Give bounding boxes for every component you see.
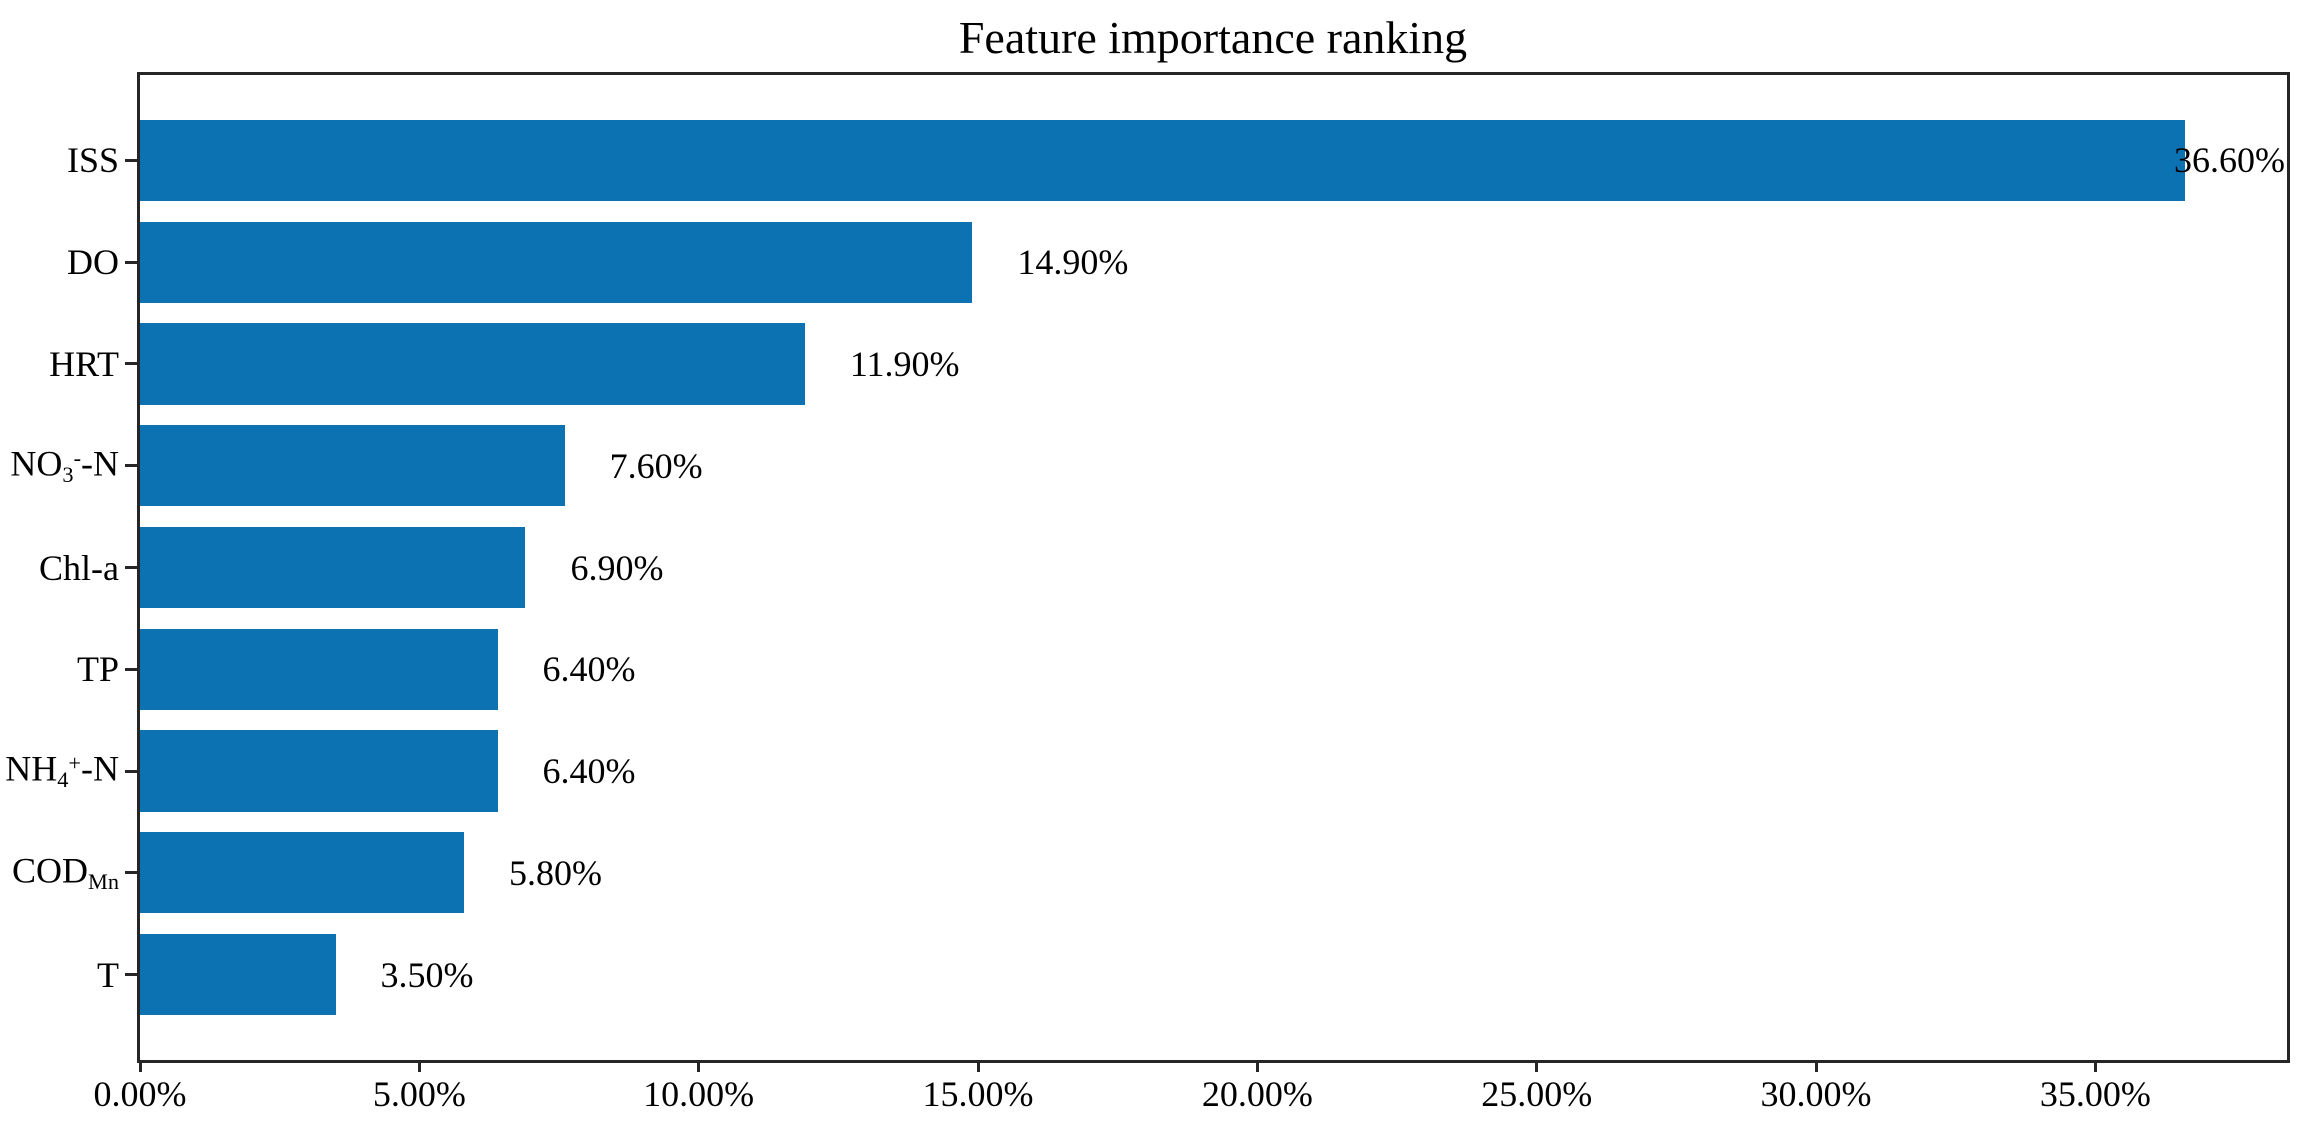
x-tick-label: 30.00% (1760, 1074, 1872, 1114)
y-tick-label-part: -N (81, 443, 119, 484)
y-tick-label-part: NH (5, 748, 58, 789)
y-tick-label: TP (77, 651, 119, 687)
x-tick-label: 10.00% (643, 1074, 755, 1114)
bar-value-label: 36.60% (2174, 140, 2285, 181)
y-axis-tick (125, 769, 137, 773)
y-tick-label: NO3--N (10, 445, 119, 486)
bar-value-label: 6.40% (542, 649, 636, 690)
bar (140, 425, 565, 507)
bar-value-label: 6.90% (570, 547, 664, 588)
x-tick-label: 20.00% (1201, 1074, 1313, 1114)
bar-value-label: 3.50% (380, 954, 474, 995)
bar (140, 323, 805, 405)
y-axis-tick (125, 362, 137, 366)
y-tick-label: NH4+-N (5, 751, 119, 792)
bar (140, 933, 336, 1016)
y-tick-label: Chl-a (39, 550, 119, 586)
x-tick-label: 35.00% (2039, 1074, 2151, 1114)
y-tick-label-part: HRT (49, 343, 119, 384)
bar-value-label: 6.40% (542, 751, 636, 791)
bar-value-label: 7.60% (609, 445, 703, 486)
x-axis-tick (976, 1060, 980, 1072)
y-axis-tick (125, 158, 137, 162)
plot-area: 36.60% ISS 14.90% DO 11.90% HRT 7.60% NO3--N 6.9… (5, 72, 2290, 1112)
x-tick-label: 5.00% (372, 1074, 466, 1114)
bar (140, 730, 498, 812)
chart-title: Feature importance ranking (958, 12, 1468, 63)
x-axis-tick (1814, 1060, 1818, 1072)
y-axis-tick (125, 667, 137, 671)
y-tick-label-part: + (68, 750, 81, 776)
bar-value-label: 5.80% (509, 852, 603, 893)
x-axis-tick (417, 1060, 421, 1072)
y-tick-label-part: - (73, 445, 81, 471)
y-tick-label-part: 4 (57, 766, 69, 792)
x-axis-tick (1255, 1060, 1259, 1072)
y-tick-label: T (97, 957, 119, 993)
y-tick-label-part: Mn (88, 868, 119, 894)
bar (140, 221, 973, 303)
y-tick-label: DO (67, 244, 119, 280)
y-tick-label-part: COD (11, 850, 88, 891)
x-axis-tick (2093, 1060, 2097, 1072)
y-tick-label-part: DO (67, 242, 119, 283)
y-tick-label: HRT (49, 346, 119, 382)
y-tick-label-part: 3 (62, 461, 74, 487)
x-axis-tick (138, 1060, 142, 1072)
y-tick-label: ISS (67, 142, 119, 178)
bar-value-label: 11.90% (849, 343, 960, 384)
y-tick-label-part: TP (76, 649, 119, 690)
y-tick-label: CODMn (12, 852, 119, 893)
y-axis-tick (125, 871, 137, 875)
y-tick-label-part: -N (81, 748, 119, 789)
bar (140, 526, 526, 609)
x-axis-tick (1535, 1060, 1539, 1072)
bar-value-label: 14.90% (1017, 242, 1129, 283)
bar (140, 628, 498, 710)
y-axis-tick (125, 464, 137, 468)
x-tick-label: 0.00% (93, 1074, 187, 1114)
y-axis-tick (125, 973, 137, 977)
bar (140, 119, 2185, 202)
y-tick-label-part: NO (10, 443, 63, 484)
bar (140, 832, 465, 914)
x-axis-tick (697, 1060, 701, 1072)
y-tick-label-part: ISS (66, 140, 119, 181)
x-tick-label: 15.00% (922, 1074, 1034, 1114)
y-tick-label-part: T (97, 954, 119, 995)
y-axis-tick (125, 260, 137, 264)
y-tick-label-part: Chl-a (39, 547, 119, 588)
y-axis-tick (125, 566, 137, 569)
x-tick-label: 25.00% (1481, 1074, 1593, 1114)
